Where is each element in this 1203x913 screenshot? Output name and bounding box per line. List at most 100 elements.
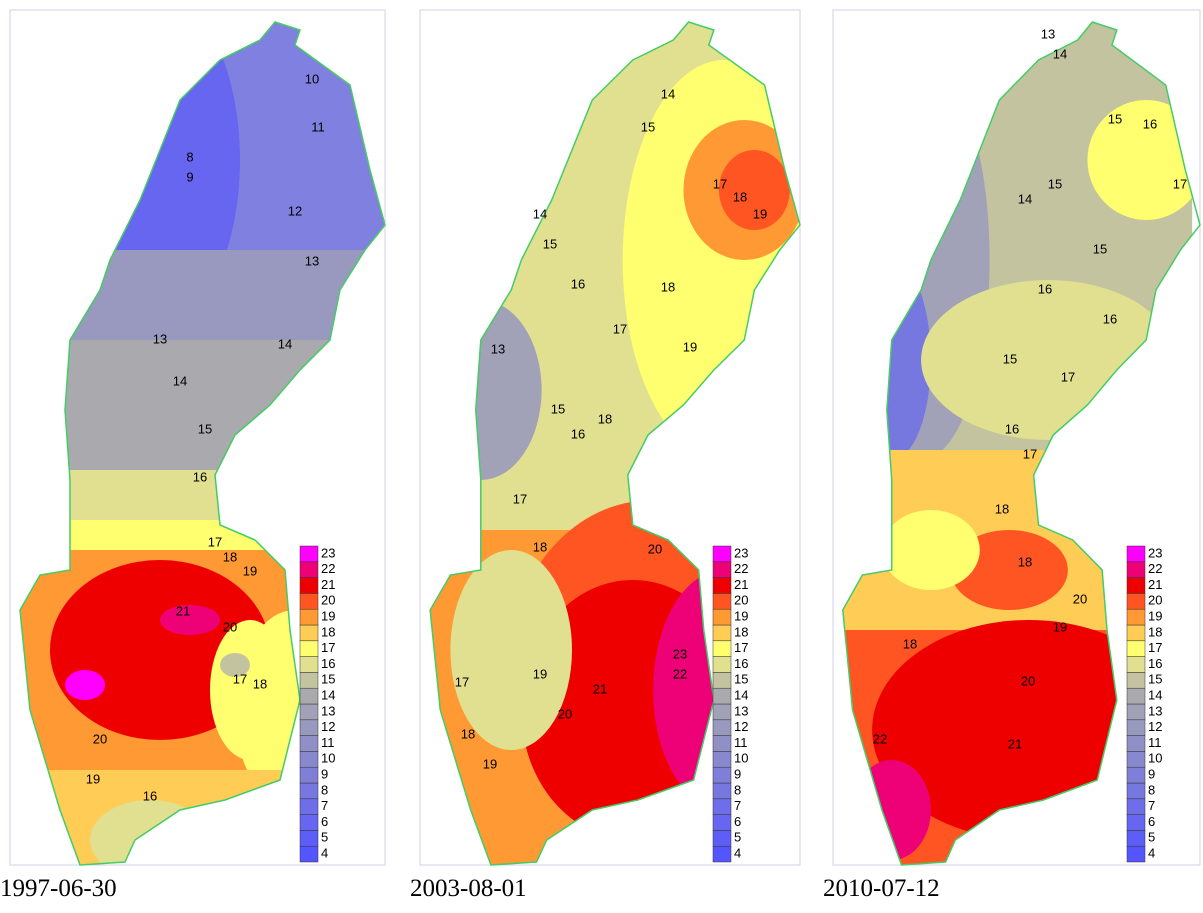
- legend-swatch: [1127, 546, 1145, 562]
- contour-label: 20: [93, 731, 107, 746]
- contour-label: 21: [593, 681, 607, 696]
- legend-label: 18: [321, 624, 335, 639]
- legend-label: 17: [321, 640, 335, 655]
- legend-swatch: [300, 609, 318, 625]
- legend-label: 5: [734, 830, 741, 845]
- contour-label: 16: [1005, 421, 1019, 436]
- legend-swatch: [300, 736, 318, 752]
- legend-swatch: [713, 546, 731, 562]
- contour-label: 13: [491, 341, 505, 356]
- contour-label: 21: [1008, 736, 1022, 751]
- contour-label: 15: [641, 119, 655, 134]
- contour-label: 16: [1103, 311, 1117, 326]
- contour-label: 17: [1023, 446, 1037, 461]
- legend-swatch: [713, 751, 731, 767]
- region: [65, 670, 105, 700]
- legend-label: 14: [321, 688, 335, 703]
- contour-label: 15: [1093, 241, 1107, 256]
- legend-label: 19: [734, 609, 748, 624]
- contour-label: 17: [455, 674, 469, 689]
- contour-label: 13: [1041, 26, 1055, 41]
- contour-label: 17: [613, 321, 627, 336]
- legend-swatch: [300, 830, 318, 846]
- legend-label: 23: [1148, 545, 1162, 560]
- legend-label: 9: [1148, 767, 1155, 782]
- legend-label: 8: [1148, 782, 1155, 797]
- contour-label: 17: [1173, 176, 1187, 191]
- contour-label: 18: [733, 189, 747, 204]
- legend-label: 23: [734, 545, 748, 560]
- legend-label: 22: [734, 561, 748, 576]
- date-caption: 2003-08-01: [410, 875, 527, 902]
- legend-swatch: [1127, 736, 1145, 752]
- contour-label: 17: [233, 671, 247, 686]
- contour-label: 16: [193, 469, 207, 484]
- legend-swatch: [1127, 830, 1145, 846]
- legend-swatch: [713, 625, 731, 641]
- legend-swatch: [713, 593, 731, 609]
- legend-label: 21: [734, 577, 748, 592]
- legend-label: 5: [321, 830, 328, 845]
- legend-swatch: [1127, 846, 1145, 862]
- legend-swatch: [713, 562, 731, 578]
- legend-label: 19: [1148, 609, 1162, 624]
- legend-swatch: [300, 720, 318, 736]
- legend-label: 13: [1148, 703, 1162, 718]
- legend-label: 5: [1148, 830, 1155, 845]
- legend-label: 19: [321, 609, 335, 624]
- map: [420, 10, 825, 865]
- legend-swatch: [300, 704, 318, 720]
- contour-label: 18: [598, 411, 612, 426]
- legend-label: 20: [321, 593, 335, 608]
- legend-label: 4: [321, 846, 328, 861]
- legend-swatch: [1127, 609, 1145, 625]
- legend-swatch: [300, 562, 318, 578]
- legend-label: 18: [734, 624, 748, 639]
- contour-label: 19: [86, 771, 100, 786]
- contour-label: 14: [278, 336, 292, 351]
- legend-swatch: [1127, 657, 1145, 673]
- legend-label: 14: [734, 688, 748, 703]
- contour-label: 22: [873, 731, 887, 746]
- legend-swatch: [713, 815, 731, 831]
- contour-label: 12: [288, 203, 302, 218]
- legend-label: 10: [321, 751, 335, 766]
- region: [10, 250, 385, 340]
- contour-label: 16: [571, 276, 585, 291]
- legend-swatch: [300, 767, 318, 783]
- contour-label: 19: [753, 206, 767, 221]
- legend-swatch: [300, 657, 318, 673]
- contour-label: 18: [253, 676, 267, 691]
- contour-label: 14: [533, 206, 547, 221]
- contour-label: 15: [1048, 176, 1062, 191]
- region: [921, 280, 1175, 440]
- legend-label: 9: [321, 767, 328, 782]
- legend-label: 12: [1148, 719, 1162, 734]
- legend-swatch: [713, 736, 731, 752]
- legend-swatch: [713, 578, 731, 594]
- legend-swatch: [713, 704, 731, 720]
- contour-label: 19: [483, 756, 497, 771]
- legend-label: 16: [1148, 656, 1162, 671]
- legend-swatch: [1127, 625, 1145, 641]
- contour-label: 9: [186, 169, 193, 184]
- contour-label: 16: [143, 788, 157, 803]
- region: [853, 260, 931, 460]
- contour-label: 23: [673, 646, 687, 661]
- contour-label: 18: [661, 279, 675, 294]
- legend-label: 20: [1148, 593, 1162, 608]
- contour-label: 18: [1018, 554, 1032, 569]
- legend-label: 6: [321, 814, 328, 829]
- legend-label: 11: [734, 735, 748, 750]
- region: [420, 300, 542, 480]
- legend-swatch: [713, 657, 731, 673]
- legend-swatch: [713, 641, 731, 657]
- contour-label: 20: [1021, 673, 1035, 688]
- contour-label: 16: [1038, 281, 1052, 296]
- contour-label: 10: [305, 71, 319, 86]
- legend-label: 18: [1148, 624, 1162, 639]
- legend-swatch: [1127, 767, 1145, 783]
- legend-label: 6: [734, 814, 741, 829]
- legend-swatch: [713, 688, 731, 704]
- legend-swatch: [713, 767, 731, 783]
